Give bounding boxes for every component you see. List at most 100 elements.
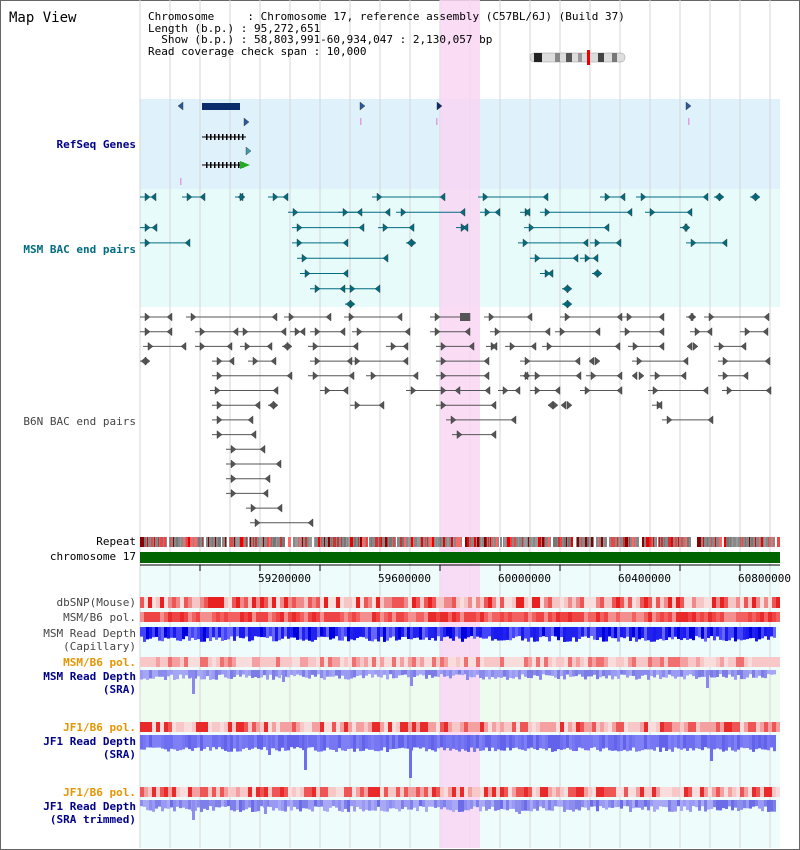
jf1-pol-cell	[368, 722, 372, 732]
jf1-depth-sra-bar	[359, 735, 362, 752]
msm-pol-sra-cell	[260, 657, 264, 667]
b6n-bac-pair-end	[230, 459, 237, 469]
msm-pol-sra-cell	[656, 657, 660, 667]
msm-pol-cell	[292, 612, 296, 622]
msm-pol-cell	[284, 612, 288, 622]
jf1-depth-trim-bar	[737, 800, 740, 812]
msm-depth-cap-bar	[161, 627, 164, 642]
msm-depth-sra-bar	[722, 670, 725, 677]
jf1-depth-trim-bar	[455, 800, 458, 810]
msm-pol-sra-cell	[240, 657, 244, 667]
heatmap-tracks[interactable]	[140, 597, 780, 797]
read-depth-tracks[interactable]	[140, 627, 776, 820]
repeat-track[interactable]	[140, 537, 780, 547]
jf1-pol-trim-cell	[588, 787, 592, 797]
jf1-pol-cell	[532, 722, 536, 732]
refseq-gene-track[interactable]	[177, 101, 692, 185]
jf1-depth-sra-bar	[467, 735, 470, 752]
b6n-bac-track[interactable]	[140, 312, 772, 528]
jf1-depth-trim-bar	[689, 800, 692, 812]
msm-depth-cap-bar	[530, 627, 533, 638]
b6n-bac-pair-end	[144, 327, 151, 337]
msm-pol-cell	[592, 612, 596, 622]
jf1-pol-cell	[212, 722, 216, 732]
repeat-element	[619, 537, 620, 547]
jf1-depth-sra-bar	[266, 735, 269, 751]
jf1-depth-sra-bar	[227, 735, 230, 752]
jf1-depth-trim-bar	[152, 800, 155, 812]
msm-pol-sra-cell	[480, 657, 484, 667]
msm-pol-cell	[200, 612, 204, 622]
msm-depth-sra-bar	[554, 670, 557, 678]
b6n-bac-pair-end	[410, 386, 417, 395]
b6n-bac-pair-end	[631, 371, 638, 381]
repeat-element	[764, 537, 766, 547]
selection-highlight[interactable]	[440, 0, 480, 848]
repeat-element	[158, 537, 159, 547]
jf1-depth-sra-bar	[593, 735, 596, 748]
repeat-element	[385, 537, 387, 547]
repeat-element	[263, 537, 264, 547]
jf1-pol-trim-cell	[148, 787, 152, 797]
dbsnp-cell	[180, 597, 184, 608]
msm-depth-sra-bar	[734, 670, 737, 680]
msm-pol-sra-cell	[532, 657, 536, 667]
jf1-pol-cell	[608, 722, 612, 732]
jf1-depth-trim-bar	[176, 800, 179, 807]
msm-depth-sra-bar	[149, 670, 152, 679]
msm-depth-sra-bar	[668, 670, 671, 675]
jf1-depth-sra-bar	[365, 735, 368, 749]
msm-depth-cap-bar	[572, 627, 575, 638]
msm-pol-sra-cell	[292, 657, 296, 667]
msm-pol-sra-cell	[176, 657, 180, 667]
b6n-bac-pair-end	[354, 400, 361, 410]
msm-bac-track[interactable]	[140, 192, 761, 309]
dbsnp-cell	[160, 597, 164, 608]
msm-pol-sra-cell	[268, 657, 272, 667]
b6n-bac-pair-end	[434, 312, 441, 322]
axis-tick-label: 60800000	[738, 572, 791, 585]
repeat-element	[642, 537, 644, 547]
jf1-depth-sra-bar	[188, 735, 191, 750]
msm-depth-sra-bar-spike	[282, 670, 285, 682]
dbsnp-cell	[664, 597, 668, 608]
jf1-pol-trim-cell	[664, 787, 668, 797]
repeat-element	[522, 537, 523, 547]
repeat-element	[768, 537, 769, 547]
msm-depth-sra-bar	[440, 670, 443, 675]
repeat-element	[314, 537, 315, 547]
refseq-exon	[238, 162, 240, 168]
dbsnp-cell	[248, 597, 252, 608]
dbsnp-cell	[760, 597, 764, 608]
msm-pol-sra-cell	[148, 657, 152, 667]
chromosome-bar[interactable]	[140, 552, 780, 563]
msm-depth-cap-bar	[773, 627, 776, 638]
jf1-pol-cell	[688, 722, 692, 732]
jf1-pol-trim-cell	[164, 787, 168, 797]
dbsnp-cell	[244, 597, 248, 608]
jf1-depth-sra-bar	[281, 735, 284, 748]
axis-tick-label: 59200000	[258, 572, 311, 585]
msm-pol-cell	[444, 612, 448, 622]
chromosome-ideogram[interactable]	[529, 50, 626, 65]
msm-depth-sra-bar	[512, 670, 515, 679]
repeat-element	[749, 537, 750, 547]
jf1-depth-trim-bar	[257, 800, 260, 812]
jf1-depth-trim-bar	[173, 800, 176, 812]
msm-depth-cap-bar	[599, 627, 602, 638]
msm-bac-pair-end	[408, 223, 415, 233]
dbsnp-cell	[712, 597, 716, 608]
msm-depth-cap-bar	[146, 627, 149, 640]
msm-depth-sra-bar-spike	[466, 670, 469, 680]
jf1-depth-sra-bar	[407, 735, 410, 749]
repeat-element	[234, 537, 235, 547]
b6n-bac-pair-end	[166, 312, 173, 322]
msm-depth-cap-bar	[485, 627, 488, 639]
msm-depth-cap-bar	[713, 627, 716, 641]
msm-pol-cell	[272, 612, 276, 622]
repeat-element	[499, 537, 500, 547]
dbsnp-cell	[724, 597, 728, 608]
msm-depth-sra-bar	[152, 670, 155, 679]
repeat-element	[707, 537, 708, 547]
